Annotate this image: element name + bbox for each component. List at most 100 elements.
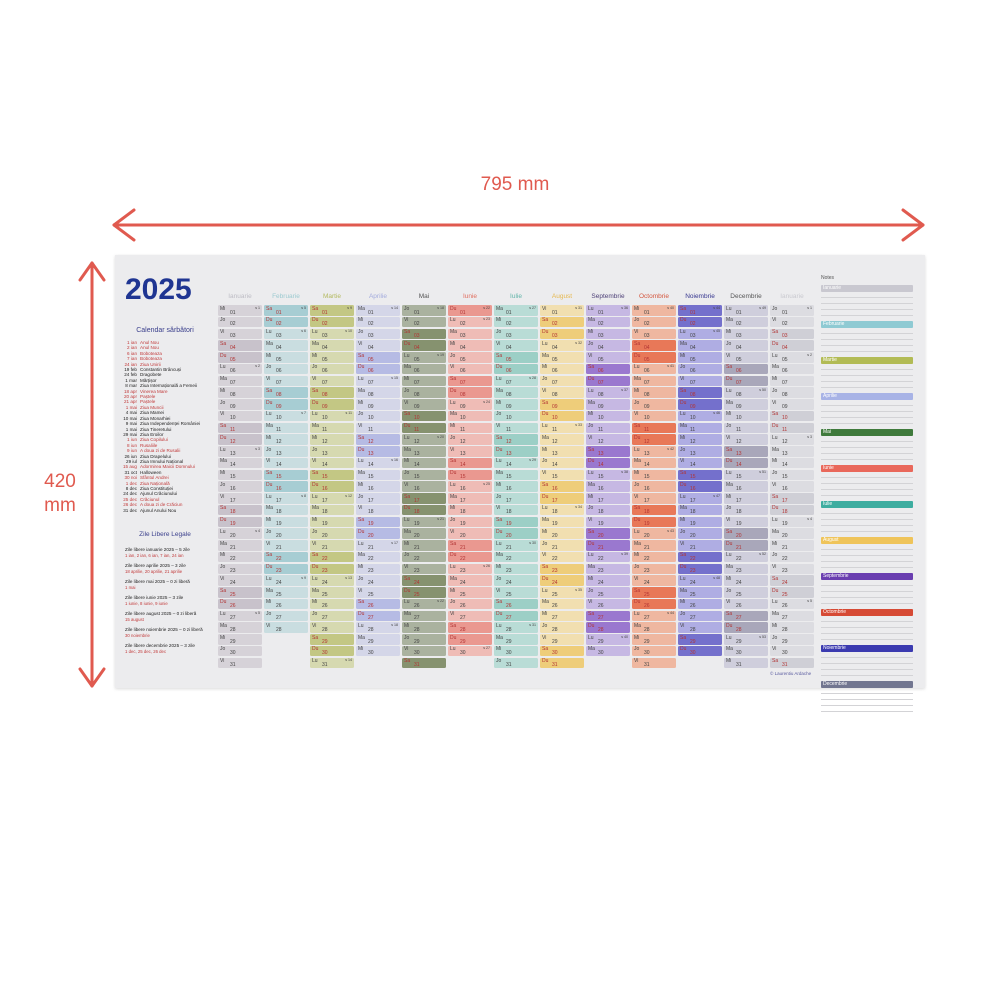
weekday-abbr: Mi — [358, 317, 364, 324]
day-cell: Lu 10 s 11 — [310, 410, 354, 422]
day-number: 07 — [460, 380, 466, 386]
weekday-abbr: Sa — [220, 505, 227, 512]
day-cell: Mi 01 s 1 — [218, 305, 262, 316]
day-number: 12 — [690, 438, 696, 445]
height-label-part: mm — [44, 495, 76, 516]
day-number: 19 — [230, 521, 236, 527]
day-number: 28 — [322, 626, 328, 633]
day-number: 27 — [276, 615, 282, 621]
weekday-abbr: Sa — [312, 470, 319, 476]
weekday-abbr: Lu — [496, 540, 502, 547]
weekday-abbr: Jo — [588, 340, 594, 347]
weekday-abbr: Ma — [266, 423, 273, 429]
day-cell: Sa 12 — [494, 434, 538, 445]
weekday-abbr: Jo — [726, 587, 732, 594]
weekday-abbr: Jo — [496, 493, 502, 500]
free-days-list: Zile libere ianuarie 2025 – 5 zile 1 ian,… — [125, 547, 217, 659]
week-number: s 14 — [345, 658, 352, 662]
day-number: 14 — [506, 462, 512, 469]
day-cell: Du 20 — [356, 528, 400, 539]
weekday-abbr: Mi — [404, 540, 410, 547]
day-number: 23 — [736, 568, 742, 574]
week-number: s 8 — [301, 493, 306, 498]
day-cell: Sa 11 — [218, 422, 262, 434]
weekday-abbr: Vi — [588, 434, 593, 441]
day-number: 07 — [276, 380, 282, 386]
holiday-name: Sfântul Andrei — [140, 475, 169, 481]
day-number: 22 — [552, 556, 558, 563]
weekday-abbr: Ma — [358, 552, 365, 559]
weekday-abbr: Ma — [634, 376, 641, 382]
weekday-abbr: Vi — [312, 540, 317, 547]
weekday-abbr: Mi — [312, 517, 318, 523]
weekday-abbr: Lu — [726, 387, 732, 394]
day-cell: Sa 03 — [402, 328, 446, 340]
day-number: 08 — [690, 391, 696, 398]
weekday-abbr: Lu — [542, 587, 548, 594]
notes-line — [821, 441, 913, 442]
day-number: 24 — [460, 579, 466, 586]
holiday-item: 1 iun Ziua Copilului — [121, 437, 217, 442]
weekday-abbr: Sa — [542, 399, 549, 406]
weekday-abbr: Mi — [588, 575, 594, 582]
free-days-title: Zile Libere Legale — [139, 531, 191, 538]
day-cell: Du 11 — [402, 422, 446, 434]
free-days-item: Zile libere decembrie 2025 – 3 zile 1 dec… — [125, 643, 217, 654]
day-cell: Jo 26 — [448, 598, 492, 610]
day-cell: Sa 23 — [540, 563, 584, 575]
day-cell: Ma 30 — [586, 645, 630, 657]
week-number: s 18 — [437, 305, 444, 310]
holidays-list: 1 ian Anul Nou 2 ian Anul Nou 6 ian Boboteaza… — [121, 340, 217, 513]
day-number: 30 — [506, 650, 512, 657]
weekday-abbr: Jo — [726, 340, 732, 347]
holiday-item: 1 mai Ziua Tineretului — [121, 427, 217, 432]
day-number: 02 — [736, 321, 742, 328]
weekday-abbr: Vi — [358, 340, 363, 347]
day-cell: Jo 24 — [356, 575, 400, 586]
notes-line — [821, 561, 913, 562]
day-number: 13 — [230, 450, 236, 457]
weekday-abbr: Du — [680, 481, 687, 488]
day-number: 16 — [552, 485, 558, 492]
day-number: 17 — [598, 497, 604, 504]
day-cell: Mi 09 — [494, 399, 538, 410]
weekday-abbr: Ma — [266, 505, 273, 512]
weekday-abbr: Ma — [358, 470, 365, 476]
notes-line — [821, 603, 913, 604]
day-cell: Lu 13 s 42 — [632, 446, 676, 457]
day-number: 16 — [276, 485, 282, 492]
weekday-abbr: Mi — [634, 552, 640, 559]
weekday-abbr: Mi — [726, 411, 732, 418]
day-cell: Lu 22 s 39 — [586, 551, 630, 563]
day-cell: Jo 04 — [724, 340, 768, 351]
day-number: 06 — [276, 368, 282, 375]
weekday-abbr: Mi — [450, 587, 456, 594]
day-number: 19 — [736, 521, 742, 527]
weekday-abbr: Ma — [680, 423, 687, 429]
day-cell: Ma 14 — [632, 457, 676, 469]
day-number: 11 — [230, 427, 236, 433]
day-number: 08 — [322, 391, 328, 398]
week-number: s 21 — [437, 517, 444, 521]
week-number: s 24 — [483, 399, 490, 404]
day-number: 02 — [506, 321, 512, 328]
day-cell: Sa 04 — [218, 340, 262, 351]
weekday-abbr: Lu — [266, 575, 272, 582]
day-number: 16 — [690, 485, 696, 492]
day-cell: Mi 04 — [448, 340, 492, 351]
day-number: 16 — [782, 485, 788, 492]
day-number: 06 — [414, 368, 420, 375]
weekday-abbr: Vi — [772, 564, 777, 570]
day-cell: Vi 15 — [540, 469, 584, 481]
day-cell: Du 19 — [218, 516, 262, 528]
day-number: 08 — [598, 391, 604, 398]
day-cell: Du 14 — [724, 457, 768, 469]
weekday-abbr: Ma — [358, 387, 365, 394]
holiday-date: 1 mai — [125, 426, 137, 432]
day-cell: Vi 07 — [678, 375, 722, 387]
notes-line — [821, 369, 913, 370]
weekday-abbr: Du — [358, 528, 365, 535]
weekday-abbr: Ma — [634, 622, 641, 629]
day-cell: Du 30 — [678, 645, 722, 657]
